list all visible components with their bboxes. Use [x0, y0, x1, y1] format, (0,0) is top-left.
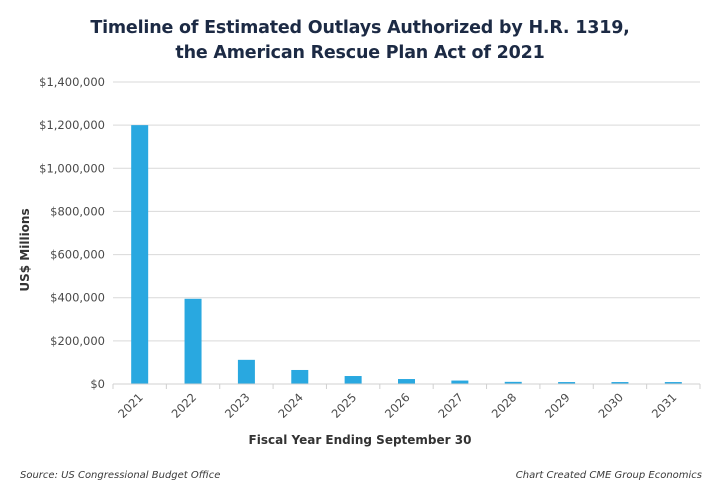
x-tick-label: 2028 [489, 390, 520, 421]
bar-2027 [451, 380, 469, 384]
x-tick-label: 2029 [542, 390, 573, 421]
y-tick-label: $400,000 [50, 291, 105, 305]
x-tick-label: 2023 [222, 390, 253, 421]
y-tick-label: $600,000 [50, 248, 105, 262]
y-axis-title: US$ Millions [18, 208, 32, 291]
x-axis [112, 383, 701, 389]
x-tick-label: 2024 [275, 390, 306, 421]
gridlines [113, 81, 700, 342]
x-tick-label: 2025 [329, 390, 360, 421]
bar-2024 [291, 369, 309, 384]
x-tick-label: 2022 [169, 390, 200, 421]
y-axis-tick-labels: $0 $200,000 $400,000 $600,000 $800,000 $1,000… [39, 75, 105, 391]
x-tick-label: 2026 [382, 390, 413, 421]
bar-2026 [398, 379, 415, 384]
bar-2021 [131, 125, 149, 385]
x-axis-title: Fiscal Year Ending September 30 [249, 433, 472, 447]
x-axis-tick-labels: 2021 2022 2023 2024 2025 2026 2027 2028 2029 2030… [115, 390, 679, 421]
bar-2022 [184, 298, 202, 384]
bar-2030 [611, 382, 629, 384]
y-tick-label: $200,000 [50, 334, 105, 348]
bars [131, 125, 682, 385]
x-tick-label: 2021 [115, 390, 146, 421]
x-tick-label: 2027 [435, 390, 466, 421]
bar-2025 [344, 376, 362, 384]
y-tick-label: $1,400,000 [39, 75, 105, 89]
y-tick-label: $0 [90, 377, 105, 391]
chart-title: Timeline of Estimated Outlays Authorized… [0, 16, 720, 66]
y-tick-label: $800,000 [50, 204, 105, 218]
y-tick-label: $1,000,000 [39, 161, 105, 175]
bar-2028 [504, 381, 522, 384]
bar-2029 [558, 382, 576, 384]
bar-2023 [237, 359, 255, 384]
bar-2031 [664, 382, 682, 384]
chart-title-line-2: the American Rescue Plan Act of 2021 [175, 43, 545, 63]
y-tick-label: $1,200,000 [39, 118, 105, 132]
x-tick-label: 2031 [649, 390, 680, 421]
x-tick-label: 2030 [595, 390, 626, 421]
source-note: Source: US Congressional Budget Office [20, 470, 221, 481]
chart-credit: Chart Created CME Group Economics [515, 470, 702, 481]
chart-title-line-1: Timeline of Estimated Outlays Authorized… [90, 18, 630, 38]
